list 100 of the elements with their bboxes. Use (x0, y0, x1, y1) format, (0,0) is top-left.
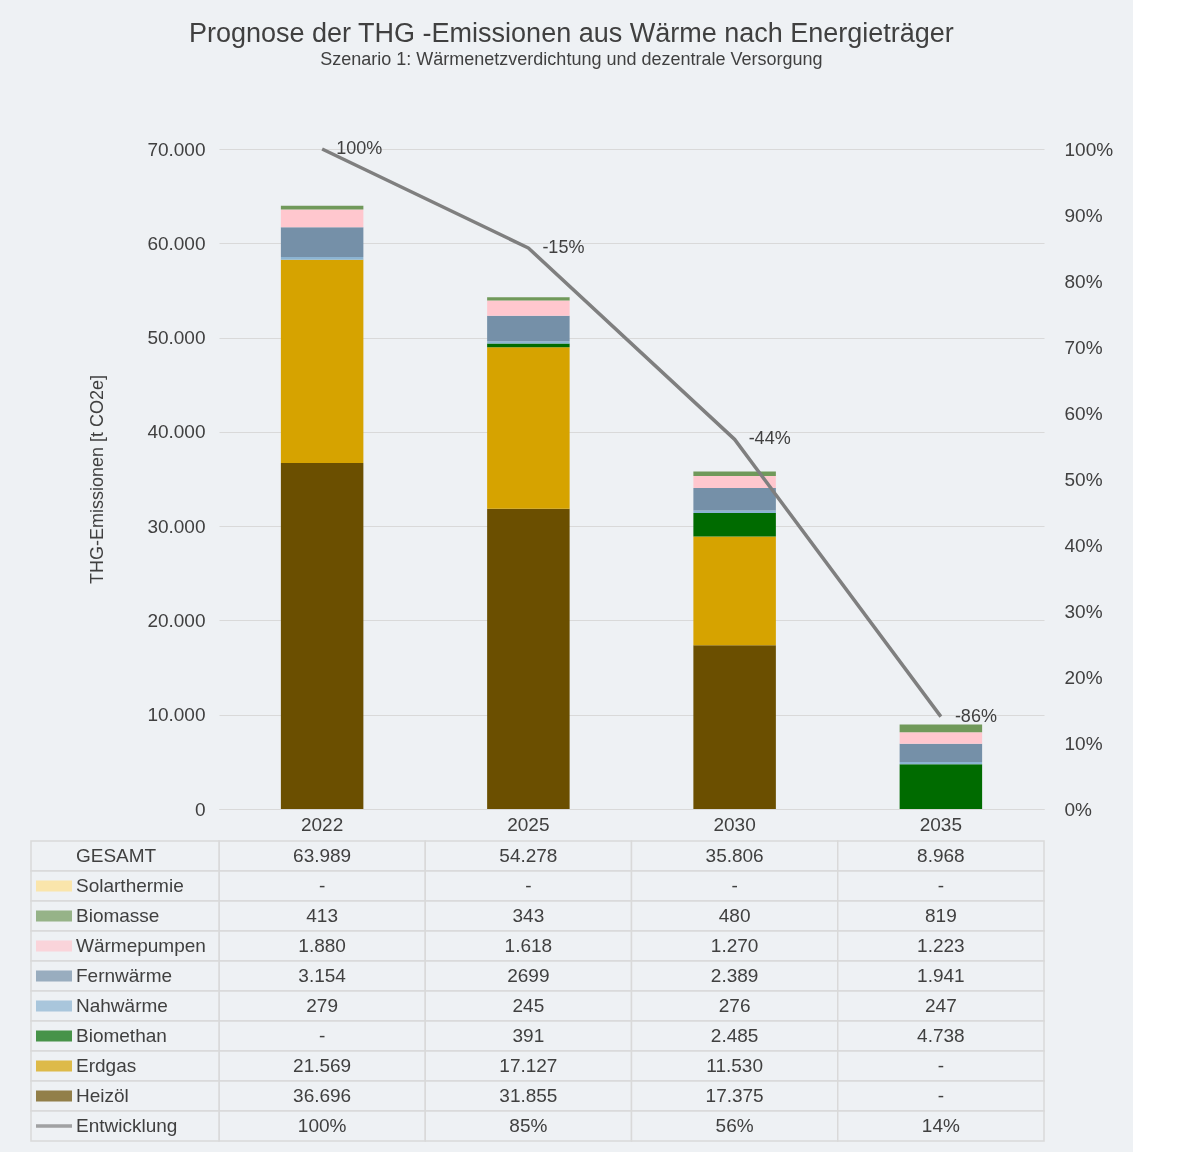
bar (899, 743, 983, 762)
legend-label: Entwicklung (76, 1115, 178, 1136)
y-tick-label: 20.000 (147, 609, 206, 631)
data-label: 279 (306, 995, 338, 1016)
data-label: 17.375 (705, 1085, 764, 1106)
data-label: 1.270 (710, 935, 759, 956)
y-tick-label: 10.000 (147, 704, 206, 726)
text: - (937, 875, 945, 896)
data-label: 413 (306, 905, 338, 926)
total-label: 63.989 (293, 845, 352, 866)
y2-tick-label: 60% (1064, 402, 1103, 424)
bar (487, 297, 570, 301)
data-label: 819 (925, 905, 957, 926)
data-label: 100% (297, 1115, 347, 1136)
text: - (525, 875, 532, 896)
y-tick-label: 0 (194, 798, 206, 820)
bar (487, 300, 570, 316)
text: - (731, 875, 738, 896)
x-tick-label: 2025 (507, 813, 550, 835)
chart-title: Prognose der THG -Emissionen aus Wärme nach Energieträger (188, 18, 954, 48)
y2-tick-label: 40% (1064, 534, 1103, 556)
data-label: 245 (512, 995, 545, 1016)
y2-tick-label: 20% (1064, 666, 1103, 688)
y-tick-label: 70.000 (147, 138, 206, 160)
annotation: 100% (336, 138, 383, 158)
data-label: 343 (512, 905, 545, 926)
chart-subtitle: Szenario 1: Wärmenetzverdichtung und dezentrale Versorgung (320, 49, 823, 69)
data-label: 56% (715, 1115, 754, 1136)
y-tick-label: 40.000 (147, 421, 206, 443)
bar (487, 343, 570, 348)
bar (280, 209, 364, 228)
bar (693, 487, 776, 511)
legend-label: Solarthermie (76, 875, 184, 896)
y-tick-label: 30.000 (147, 515, 206, 537)
bar (487, 315, 570, 342)
bar (899, 764, 983, 809)
bar (693, 510, 776, 514)
text: - (937, 1085, 945, 1106)
annotation: -15% (542, 237, 585, 257)
data-label: 4.738 (917, 1025, 965, 1046)
legend-label: Nahwärme (76, 995, 168, 1016)
bar (693, 536, 776, 646)
data-label: 31.855 (499, 1085, 558, 1106)
y2-tick-label: 80% (1064, 270, 1103, 292)
legend-label: Heizöl (76, 1085, 129, 1106)
y2-tick-label: 0% (1064, 798, 1093, 820)
text: - (318, 875, 326, 896)
legend-label: Fernwärme (76, 965, 173, 986)
total-label: 35.806 (705, 845, 764, 866)
data-label: 36.696 (293, 1085, 352, 1106)
total-label: 54.278 (499, 845, 558, 866)
y2-tick-label: 100% (1064, 138, 1114, 160)
y2-tick-label: 90% (1064, 204, 1103, 226)
data-label: 14% (921, 1115, 960, 1136)
data-label: 1.618 (504, 935, 553, 956)
y2-tick-label: 50% (1064, 468, 1103, 490)
data-label: 247 (925, 995, 957, 1016)
y-axis-title: THG-Emissionen [t CO2e] (87, 374, 108, 585)
data-label: 391 (512, 1025, 545, 1046)
data-label: 480 (718, 905, 751, 926)
data-label: 11.530 (706, 1055, 763, 1076)
y2-tick-label: 30% (1064, 600, 1103, 622)
legend-label: Erdgas (76, 1055, 137, 1076)
text: - (937, 1055, 945, 1076)
data-label: 2.389 (710, 965, 759, 986)
annotation: -86% (954, 705, 997, 726)
bar (487, 347, 570, 509)
y-tick-label: 60.000 (147, 232, 206, 254)
x-tick-label: 2035 (919, 813, 963, 835)
bar (693, 513, 776, 537)
y2-tick-label: 70% (1064, 336, 1103, 358)
data-label: 21.569 (293, 1055, 352, 1076)
legend-label: Biomasse (76, 905, 160, 926)
bar (899, 732, 983, 744)
bar (693, 475, 776, 488)
data-label: 1.880 (298, 935, 346, 956)
bar (280, 259, 364, 464)
y2-tick-label: 10% (1064, 732, 1103, 754)
x-tick-label: 2030 (713, 813, 756, 835)
data-label: 276 (718, 995, 751, 1016)
legend-label: Biomethan (76, 1025, 167, 1046)
data-label: 2699 (507, 965, 550, 986)
total-label: 8.968 (917, 845, 965, 866)
data-label: 3.154 (298, 965, 347, 986)
x-tick-label: 2022 (300, 813, 344, 835)
bar (280, 205, 364, 210)
data-label: 1.941 (917, 965, 965, 986)
data-label: 17.127 (499, 1055, 558, 1076)
bar (693, 645, 776, 809)
bar (487, 508, 570, 809)
bar (280, 227, 364, 258)
annotation: -44% (748, 428, 791, 449)
y-tick-label: 50.000 (147, 327, 206, 349)
legend-label: Wärmepumpen (76, 935, 206, 956)
data-label: 85% (509, 1115, 548, 1136)
bar (280, 463, 364, 809)
data-label: 1.223 (917, 935, 965, 956)
data-label: 2.485 (710, 1025, 759, 1046)
text: - (318, 1025, 326, 1046)
bar (693, 471, 776, 476)
